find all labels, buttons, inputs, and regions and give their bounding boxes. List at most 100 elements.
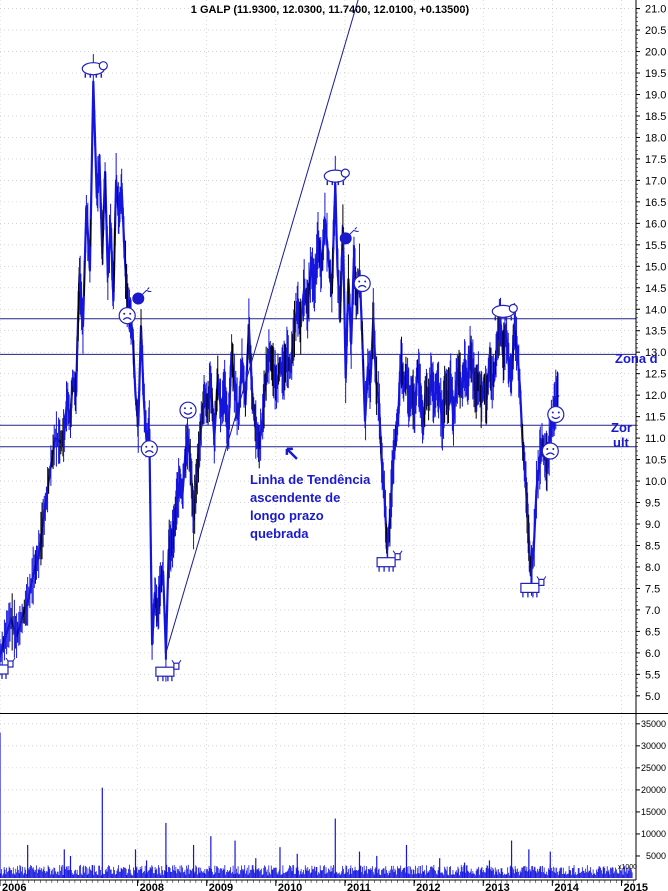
price-tick-label: 17.0: [645, 175, 666, 187]
face-eye: [358, 280, 361, 283]
price-tick-label: 7.5: [645, 583, 660, 595]
face-eye: [190, 407, 192, 410]
price-tick-label: 15.5: [645, 240, 666, 252]
face-eye: [546, 448, 549, 450]
bear-icon: [323, 168, 350, 186]
price-tick-label: 21.0: [645, 4, 666, 16]
face-eye: [184, 407, 186, 410]
trendline-annotation-line: ascendente de: [250, 490, 340, 505]
trendline-arrow: [285, 447, 298, 460]
zone-annotation-1: Zona d: [615, 351, 658, 366]
chart-title: 1 GALP (11.9300, 12.0300, 11.7400, 12.01…: [191, 4, 470, 16]
face-mouth: [545, 452, 555, 456]
annotations: Linha de Tendência ascendente de longo pra…: [250, 351, 658, 541]
face-eye: [123, 312, 126, 315]
bull-head: [538, 578, 545, 587]
trendline-annotation-line: Linha de Tendência: [250, 472, 371, 487]
face-outline: [140, 440, 158, 458]
price-tick-label: 19.0: [645, 89, 666, 101]
price-tick-label: 12.5: [645, 369, 666, 381]
year-tick-label: 2013: [485, 882, 509, 891]
price-tick-label: 6.5: [645, 626, 660, 638]
year-tick-label: 2011: [347, 882, 371, 891]
year-tick-label: 2014: [554, 882, 579, 891]
price-tick-label: 14.5: [645, 283, 666, 295]
trendline-line: [165, 0, 359, 654]
face-mouth: [183, 411, 193, 415]
bull-body: [155, 666, 175, 677]
bull-body: [376, 557, 396, 568]
sad-face-icon: [541, 442, 559, 460]
bear-head: [340, 168, 350, 178]
price-tick-label: 18.5: [645, 111, 666, 123]
smile-face-icon: [179, 401, 197, 419]
trendline-annotation-line: quebrada: [250, 526, 309, 541]
sad-face-icon: [118, 307, 136, 325]
bull-icon: [520, 576, 547, 598]
year-tick-label: 2010: [278, 882, 302, 891]
price-tick-label: 20.0: [645, 47, 666, 59]
face-outline: [118, 307, 136, 325]
trendline: [165, 0, 359, 654]
price-tick-label: 8.5: [645, 540, 660, 552]
face-outline: [541, 442, 559, 460]
volume-tick-label: 30000: [641, 741, 666, 751]
face-mouth: [357, 284, 367, 288]
bull-body: [520, 582, 540, 594]
bull-head: [7, 660, 14, 668]
zone-annotation-2b: ult: [613, 435, 630, 450]
face-eye: [151, 445, 154, 448]
face-eye: [557, 411, 560, 414]
gridlines: [0, 0, 636, 880]
price-tick-label: 10.5: [645, 455, 666, 467]
face-mouth: [144, 450, 154, 454]
chart-markers: [0, 61, 565, 682]
bull-horns: [536, 576, 547, 580]
trendline-annotation-line: longo prazo: [250, 508, 324, 523]
bull-body: [0, 664, 9, 675]
bull-horns: [5, 657, 16, 662]
bomb-body: [339, 232, 352, 245]
price-tick-label: 6.0: [645, 648, 660, 660]
price-tick-label: 15.0: [645, 261, 666, 273]
bomb-body: [132, 292, 145, 305]
bear-head: [508, 303, 518, 313]
bull-icon: [155, 659, 182, 682]
bull-horns: [392, 550, 403, 554]
price-tick-label: 10.0: [645, 476, 666, 488]
bomb-fuse: [141, 287, 152, 295]
bear-icon: [491, 303, 518, 321]
volume-tick-label: 25000: [641, 763, 666, 773]
bomb-icon: [132, 287, 152, 305]
bull-head: [173, 662, 180, 670]
year-tick-label: 2012: [416, 882, 440, 891]
face-eye: [552, 448, 555, 450]
price-tick-label: 11.5: [645, 412, 666, 424]
zone-annotation-2a: Zor: [611, 420, 632, 435]
bomb-icon: [339, 227, 359, 245]
price-tick-label: 17.5: [645, 154, 666, 166]
price-tick-label: 5.0: [645, 691, 660, 703]
face-eye: [364, 280, 367, 283]
bear-head: [98, 61, 108, 71]
price-tick-label: 19.5: [645, 68, 666, 80]
smile-face-icon: [547, 405, 565, 424]
year-tick-label: 2008: [140, 882, 164, 891]
price-tick-label: 16.0: [645, 218, 666, 230]
bull-icon: [376, 550, 403, 572]
price-tick-label: 8.0: [645, 562, 660, 574]
bull-horns: [171, 659, 182, 664]
price-tick-label: 11.0: [645, 433, 666, 445]
price-tick-label: 9.5: [645, 498, 660, 510]
horizontal-levels: [0, 318, 636, 448]
price-tick-label: 13.5: [645, 326, 666, 338]
volume-tick-label: 35000: [641, 719, 666, 729]
price-tick-label: 14.0: [645, 304, 666, 316]
price-series: [0, 54, 560, 682]
bear-icon: [81, 61, 108, 78]
volume-tick-label: 10000: [641, 829, 666, 839]
volume-unit-label: x1000: [618, 864, 637, 871]
face-outline: [353, 274, 371, 293]
